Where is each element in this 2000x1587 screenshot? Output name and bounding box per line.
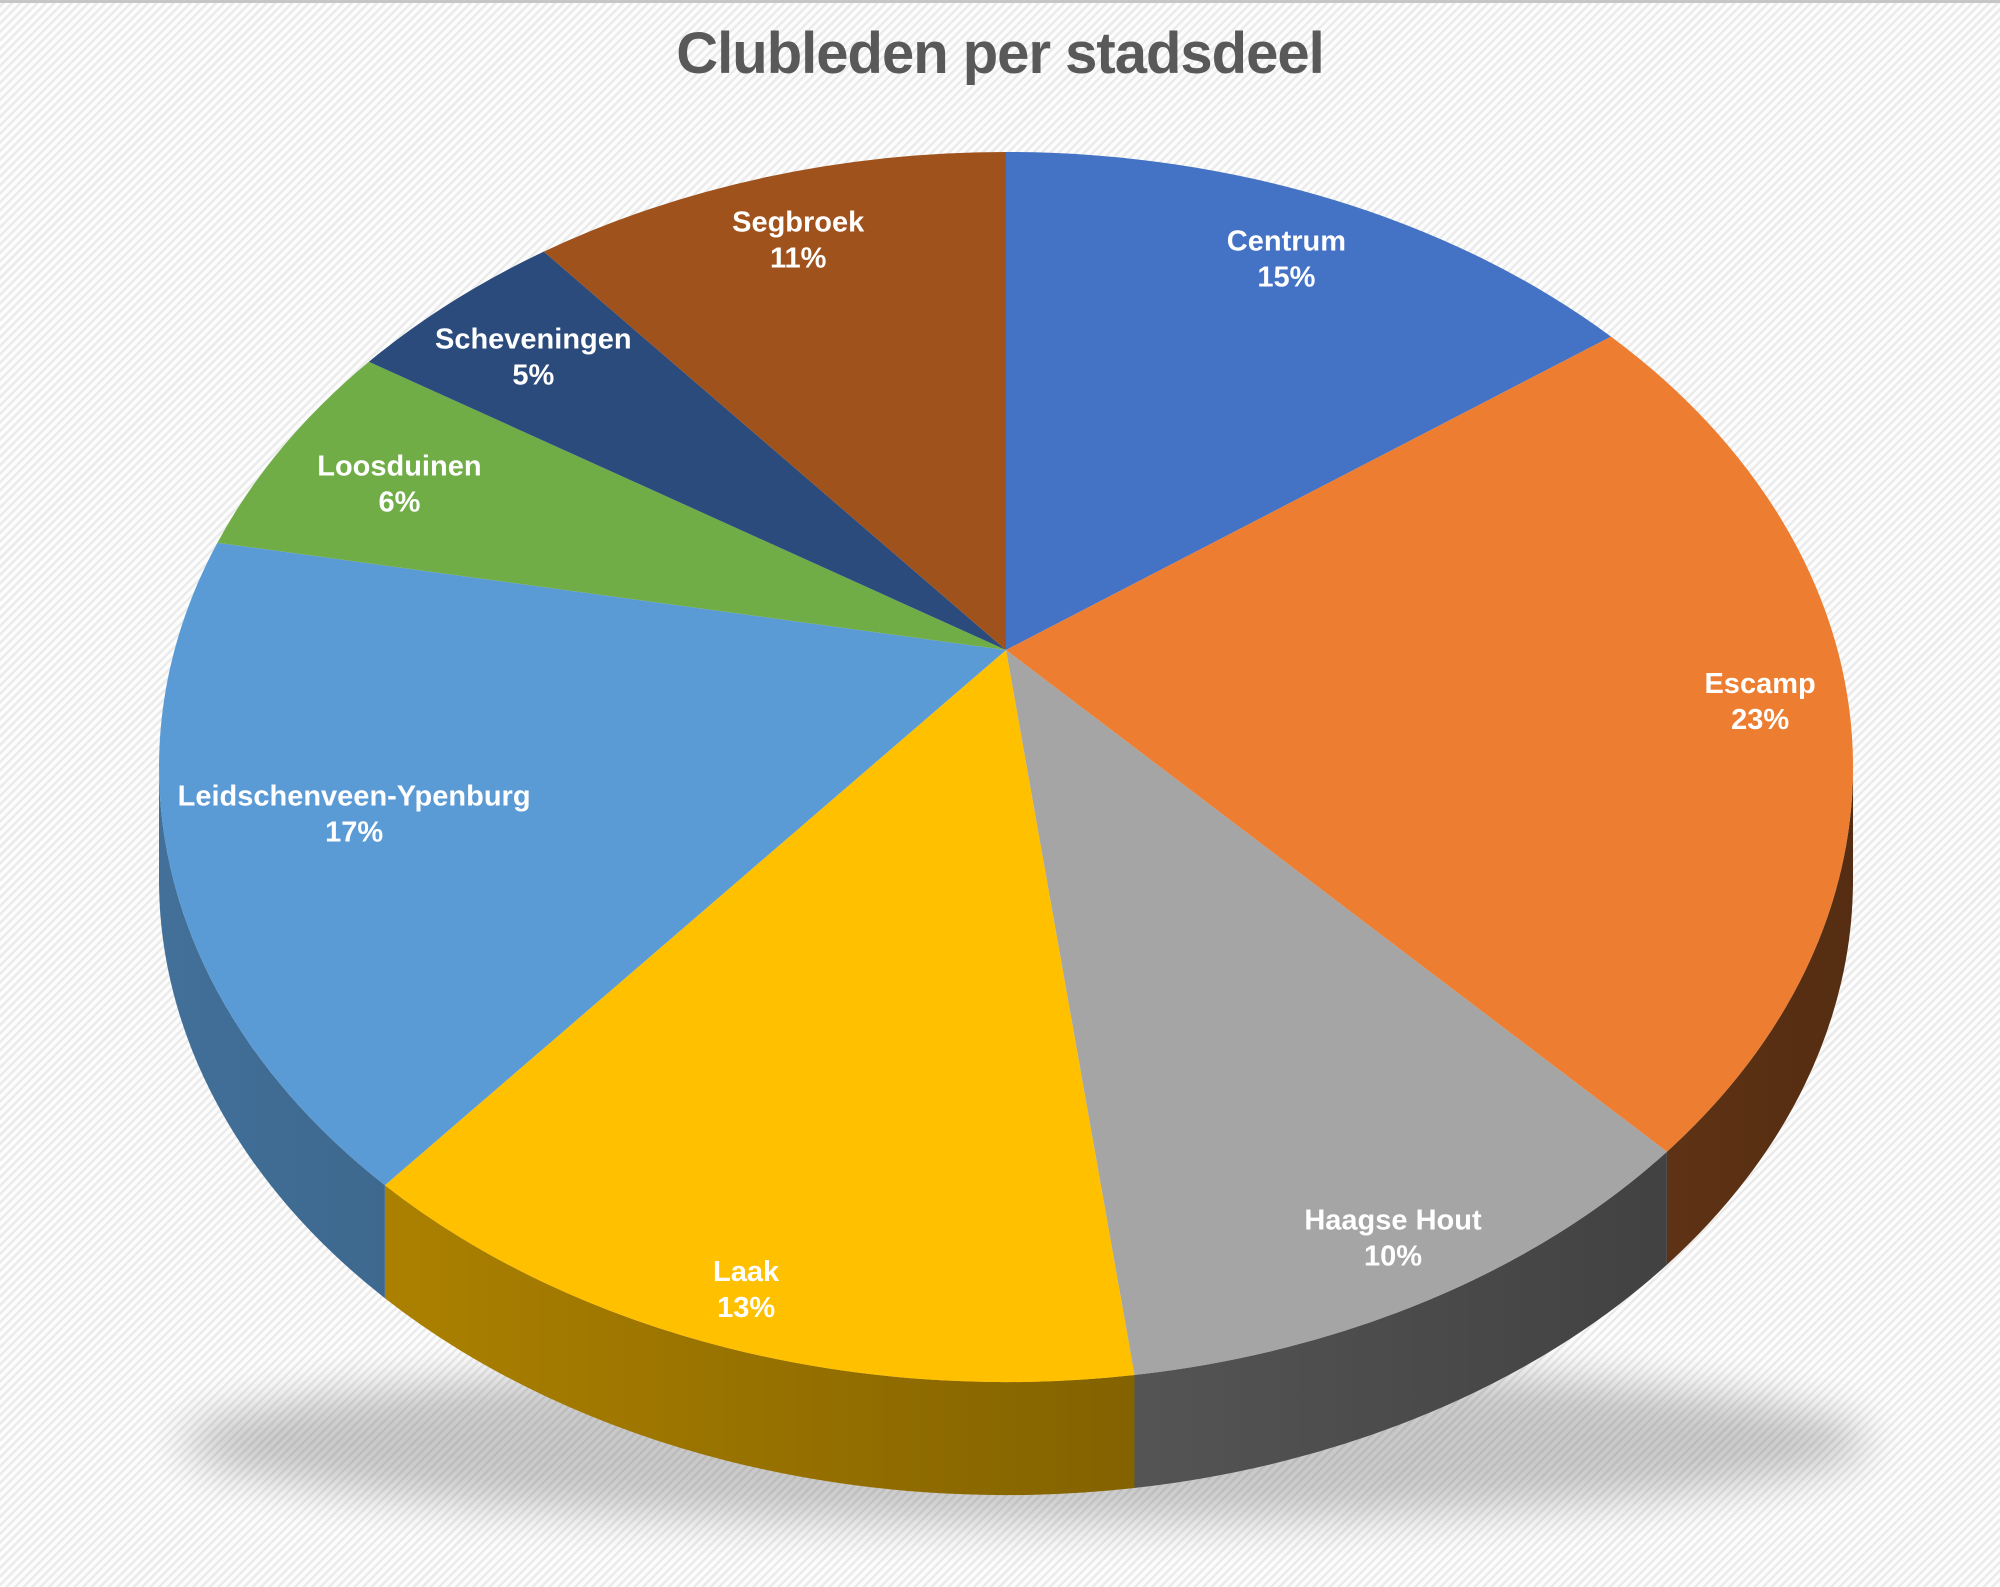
- chart-title: Clubleden per stadsdeel: [676, 21, 1324, 86]
- pie-slice-loosduinen[interactable]: [217, 361, 1006, 650]
- pie-rim-walls: [159, 767, 1853, 1496]
- pie-data-labels: Centrum 15% Escamp 23% Haagse Hout 10% Laak 13%…: [178, 207, 1816, 1324]
- pie-slice-segbroek[interactable]: [543, 152, 1006, 650]
- pie-slice-leidschenveen-ypenburg-side: [159, 767, 385, 1299]
- pie-slice-escamp-side: [1666, 767, 1853, 1265]
- pie-slice-leidschenveen-ypenburg[interactable]: [159, 542, 1006, 1186]
- pie-slices: [159, 152, 1854, 1383]
- pie-slice-haagse-hout[interactable]: [1006, 650, 1667, 1375]
- pie-slice-escamp[interactable]: [1006, 336, 1854, 1152]
- pie-slice-scheveningen[interactable]: [368, 251, 1006, 650]
- pie-slice-laak[interactable]: [384, 650, 1135, 1383]
- pie-label-leidschenveen-ypenburg: Leidschenveen-Ypenburg 17%: [178, 781, 531, 849]
- pie-label-segbroek: Segbroek 11%: [732, 207, 865, 275]
- pie-label-escamp: Escamp 23%: [1704, 668, 1815, 736]
- pie-label-haagse-hout: Haagse Hout 10%: [1304, 1204, 1482, 1272]
- top-edge-strip: [0, 0, 2000, 3]
- pie-label-laak: Laak 13%: [713, 1256, 780, 1324]
- pie-slice-centrum[interactable]: [1006, 152, 1611, 650]
- pie-slice-haagse-hout-side: [1134, 1151, 1667, 1488]
- pie-slice-laak-side: [384, 1185, 1135, 1496]
- pie-label-loosduinen: Loosduinen 6%: [317, 451, 481, 519]
- pie-label-centrum: Centrum 15%: [1227, 226, 1346, 294]
- pie-label-scheveningen: Scheveningen 5%: [435, 323, 632, 391]
